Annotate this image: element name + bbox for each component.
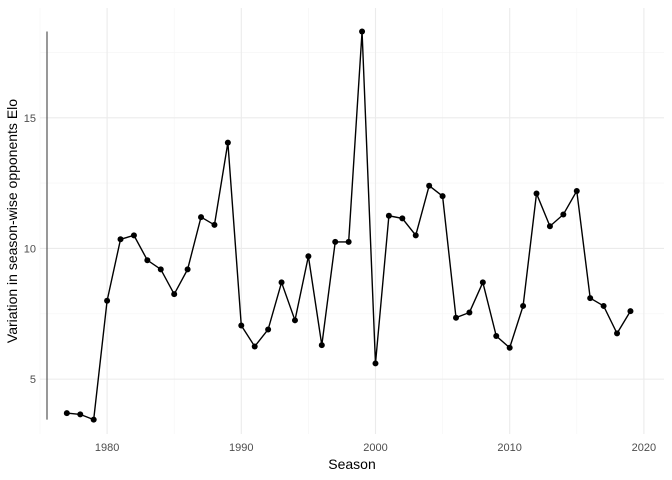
data-point <box>278 279 285 286</box>
data-point <box>144 257 151 264</box>
major-grid <box>40 8 664 434</box>
data-point <box>345 238 352 245</box>
data-point <box>117 236 124 243</box>
data-point <box>372 360 379 367</box>
data-point <box>453 314 459 321</box>
data-point <box>224 139 231 146</box>
data-point <box>412 232 419 239</box>
data-point <box>546 223 553 230</box>
series-points <box>63 28 634 423</box>
data-point <box>184 266 191 273</box>
data-point <box>533 190 540 197</box>
y-tick-label: 5 <box>30 374 36 386</box>
data-point <box>600 302 607 309</box>
data-point <box>90 416 97 423</box>
x-tick-labels: 1980 1990 2000 2010 2020 <box>95 442 656 454</box>
x-axis-title: Season <box>328 456 375 472</box>
data-point <box>520 302 527 309</box>
data-point <box>359 28 366 35</box>
data-point <box>560 211 567 218</box>
data-point <box>385 212 392 219</box>
x-tick-label: 2010 <box>497 442 521 454</box>
data-point <box>130 232 137 239</box>
data-point <box>251 343 258 350</box>
data-point <box>614 330 621 337</box>
data-point <box>171 291 178 298</box>
data-point <box>77 411 84 418</box>
x-tick-label: 1990 <box>229 442 253 454</box>
y-tick-label: 15 <box>24 113 36 125</box>
data-point <box>573 187 580 194</box>
data-point <box>493 332 500 339</box>
data-point <box>506 344 513 351</box>
data-point <box>332 238 339 245</box>
data-point <box>439 193 446 200</box>
series-line <box>66 31 632 421</box>
data-point <box>265 326 272 333</box>
y-tick-label: 10 <box>24 243 36 255</box>
y-axis-title: Variation in season-wise opponents Elo <box>4 99 20 343</box>
data-point <box>479 279 486 286</box>
data-point <box>627 308 634 315</box>
data-point <box>157 266 164 273</box>
data-point <box>63 410 70 417</box>
data-point <box>305 253 312 260</box>
x-tick-label: 2000 <box>363 442 387 454</box>
x-tick-label: 1980 <box>95 442 119 454</box>
data-point <box>104 297 111 304</box>
data-point <box>198 214 205 221</box>
minor-grid <box>39 8 664 434</box>
data-point <box>466 309 473 316</box>
data-point <box>587 295 594 302</box>
data-point <box>291 317 298 324</box>
data-point <box>399 215 406 222</box>
data-point <box>211 221 218 228</box>
data-point <box>238 322 245 329</box>
data-point <box>426 182 433 189</box>
y-tick-labels: 5 10 15 <box>24 113 36 386</box>
x-tick-label: 2020 <box>632 442 656 454</box>
data-point <box>318 342 325 349</box>
